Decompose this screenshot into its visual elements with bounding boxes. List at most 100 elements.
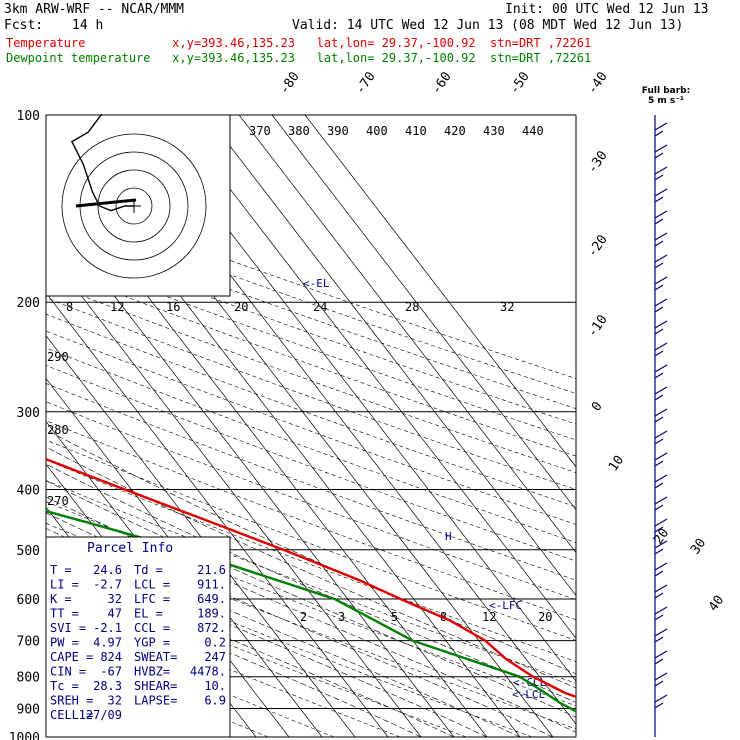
parcel-value: K = [50, 592, 72, 606]
hodograph-ring [115, 187, 153, 225]
parcel-value: 824 [100, 650, 122, 664]
parcel-value: CAPE = [50, 650, 93, 664]
parcel-value: 32 [108, 694, 122, 708]
parcel-value: 24.6 [93, 563, 122, 577]
parcel-info-box: Parcel Info T = 24.6 Td = 21.6 LI = -2.7 LCL = 9… [45, 536, 231, 738]
parcel-value: 649. [197, 592, 226, 606]
theta-e-label: 400 [366, 124, 388, 138]
parcel-value: 4478. [190, 665, 226, 679]
level-label: <-LFC [489, 599, 522, 612]
dry-adiabat [46, 439, 576, 641]
hodograph-low-level [75, 198, 137, 208]
wind-barb [654, 130, 664, 137]
isotherm-label: -70 [353, 69, 379, 97]
dry-adiabat [46, 313, 576, 508]
wind-barb [654, 430, 668, 439]
isotherm-line [46, 249, 422, 737]
pressure-label: 800 [17, 671, 40, 686]
parcel-value: CCL = [134, 621, 170, 635]
mixing-ratio-label: 2 [300, 610, 307, 624]
theta-e-label: 410 [405, 124, 427, 138]
parcel-value: EL = [134, 607, 163, 621]
wind-barb [654, 284, 664, 291]
speed-label: 16 [166, 300, 180, 314]
wind-barb [654, 386, 668, 395]
parcel-value: 189. [197, 607, 226, 621]
pressure-label: 600 [17, 593, 40, 608]
mixing-ratio-label: 5 [391, 610, 398, 624]
parcel-value: CELL = [50, 708, 93, 722]
parcel-value: 32 [108, 592, 122, 606]
dry-adiabat [46, 522, 576, 730]
wind-barb [654, 152, 664, 159]
isotherm-label: -60 [429, 69, 455, 97]
parcel-value: 6.9 [204, 694, 226, 708]
theta-e-label: 430 [483, 124, 505, 138]
wind-barb [654, 504, 664, 511]
speed-label: 32 [500, 300, 514, 314]
temperature-legend: Temperature x,y=393.46,135.23 lat,lon= 2… [6, 36, 592, 50]
hodograph-trace [70, 113, 134, 212]
wind-barb [654, 614, 664, 621]
parcel-value: -2.7 [93, 578, 122, 592]
parcel-value: SREH = [50, 694, 93, 708]
wind-barb [654, 702, 664, 709]
wind-barb [654, 350, 664, 357]
model-title: 3km ARW-WRF -- NCAR/MMM [4, 2, 185, 17]
isotherm-label: -50 [507, 69, 533, 97]
wind-barb [654, 650, 668, 659]
parcel-value: 28.3 [93, 679, 122, 693]
wind-barb [654, 548, 664, 555]
valid-time: Valid: 14 UTC Wed 12 Jun 13 (08 MDT Wed … [292, 18, 684, 33]
speed-label: 12 [110, 300, 124, 314]
wind-barb [654, 416, 664, 423]
pressure-label: 1000 [9, 731, 40, 740]
wind-barb [654, 606, 668, 615]
parcel-value: 10. [204, 679, 226, 693]
wind-barb [654, 570, 664, 577]
parcel-value: LCL = [134, 578, 170, 592]
wind-barb [654, 166, 668, 175]
pressure-label: 200 [17, 296, 40, 311]
isotherm-line [205, 115, 576, 597]
dry-adiabat [46, 330, 576, 525]
parcel-value: 21.6 [197, 563, 226, 577]
wind-barb [654, 562, 668, 571]
parcel-value: HVBZ= [134, 665, 170, 679]
wind-barb [654, 218, 664, 225]
dewpoint-line [46, 509, 576, 713]
level-label: <-EL [303, 277, 330, 290]
hodograph [45, 113, 231, 297]
parcel-value: 4.97 [93, 636, 122, 650]
wind-barb [654, 584, 668, 593]
wind-barb [654, 540, 668, 549]
wind-barb [654, 262, 664, 269]
isotherm-line [304, 115, 576, 468]
isotherm-label: -20 [585, 232, 611, 260]
parcel-value: PW = [50, 636, 79, 650]
wind-barb [654, 452, 668, 461]
isotherm-line [46, 377, 323, 737]
wind-barb [654, 144, 668, 153]
theta-e-label: 380 [288, 124, 310, 138]
wind-barb [654, 232, 668, 241]
wind-barb [654, 320, 668, 329]
pressure-label: 700 [17, 635, 40, 650]
wind-barb [654, 276, 668, 285]
wind-barb [654, 518, 668, 527]
parcel-value: 0.2 [204, 636, 226, 650]
parcel-value: TT = [50, 607, 79, 621]
parcel-value: SVI = [50, 621, 86, 635]
parcel-value: Td = [134, 563, 163, 577]
wind-barb [654, 658, 664, 665]
wind-barb [654, 372, 664, 379]
theta-e-label: 390 [327, 124, 349, 138]
wind-barb [654, 342, 668, 351]
speed-label: 20 [234, 300, 248, 314]
parcel-value: 872. [197, 621, 226, 635]
parcel-value: LI = [50, 578, 79, 592]
fcst-label: Fcst: [4, 18, 44, 33]
parcel-value: YGP = [134, 636, 170, 650]
dry-adiabat [46, 281, 576, 473]
